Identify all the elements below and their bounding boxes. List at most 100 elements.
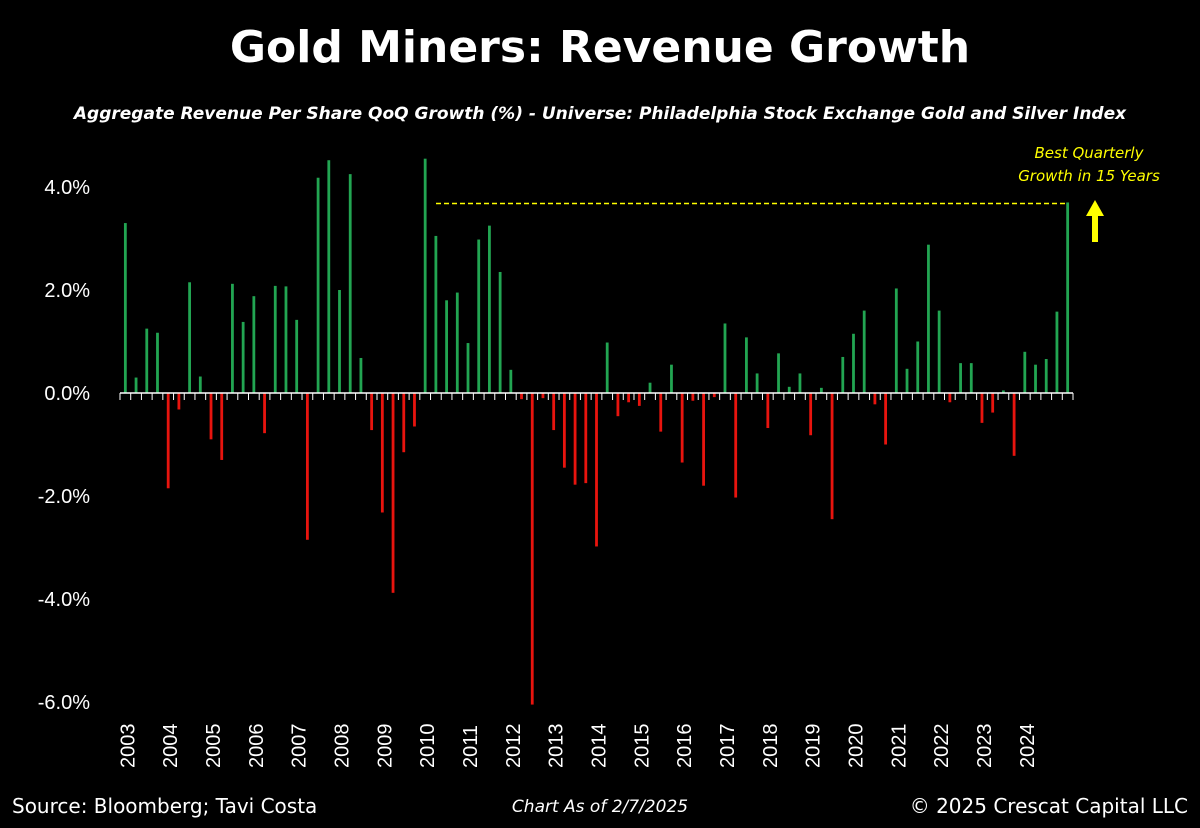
bar: [434, 235, 438, 393]
bar: [819, 387, 823, 393]
y-axis: 4.0% 2.0% 0.0% -2.0% -4.0% -6.0%: [38, 177, 90, 714]
bar: [755, 373, 759, 393]
bar: [509, 369, 513, 393]
bar: [359, 357, 363, 393]
bar: [1023, 351, 1027, 393]
bar: [123, 223, 127, 393]
annotation-line2: Growth in 15 Years: [1018, 167, 1160, 185]
bar: [894, 288, 898, 393]
bar: [134, 377, 138, 393]
chart-date: Chart As of 2/7/2025: [511, 797, 689, 817]
bar: [380, 393, 384, 513]
y-tick-label: -6.0%: [38, 692, 90, 714]
bar: [1034, 364, 1037, 394]
bar: [455, 292, 459, 393]
x-tick-label: 2023: [974, 724, 996, 769]
bar: [562, 393, 566, 468]
bar: [370, 393, 374, 431]
bar: [1066, 202, 1070, 393]
up-arrow-icon: [1086, 200, 1104, 242]
bar: [616, 393, 620, 417]
x-axis: 2003 2004 2005 2006 2007 2008 2009 2010 2011 2012…: [117, 392, 1074, 769]
x-tick-label: 2004: [160, 724, 182, 769]
x-tick-label: 2022: [931, 724, 953, 769]
bar: [777, 353, 780, 394]
x-tick-label: 2008: [332, 724, 354, 769]
bar: [745, 337, 748, 393]
bar: [1055, 311, 1059, 393]
bar: [488, 225, 491, 394]
x-tick-label: 2007: [289, 724, 311, 769]
bar: [937, 310, 941, 393]
bar: [1044, 359, 1048, 393]
bar: [1002, 390, 1005, 394]
bar: [263, 393, 266, 434]
bar: [798, 373, 802, 393]
y-tick-label: -4.0%: [38, 589, 90, 611]
bar: [862, 310, 866, 393]
bar: [627, 393, 631, 403]
bar: [541, 393, 545, 399]
bar: [166, 393, 170, 489]
bar: [466, 343, 470, 393]
chart-subtitle: Aggregate Revenue Per Share QoQ Growth (…: [73, 104, 1127, 124]
y-tick-label: 0.0%: [44, 383, 90, 405]
bar: [830, 393, 834, 520]
bar: [402, 393, 406, 453]
bar: [156, 332, 159, 393]
bar: [413, 393, 416, 427]
bar: [637, 393, 641, 406]
bar: [905, 368, 909, 393]
bar: [530, 393, 534, 705]
y-tick-label: 4.0%: [44, 177, 90, 199]
bar: [284, 286, 288, 393]
bar: [605, 342, 609, 393]
bar: [584, 393, 588, 484]
bar: [980, 393, 984, 423]
x-tick-label: 2009: [374, 724, 396, 769]
bar: [670, 364, 673, 394]
bars: [123, 158, 1070, 705]
x-tick-label: 2011: [460, 725, 482, 768]
annotation-line1: Best Quarterly: [1035, 144, 1145, 162]
x-tick-label: 2003: [117, 724, 139, 769]
bar: [648, 382, 652, 393]
bar: [252, 296, 256, 393]
bar: [498, 271, 502, 394]
bar: [734, 393, 738, 498]
y-tick-label: -2.0%: [38, 486, 90, 508]
x-tick-label: 2006: [246, 724, 268, 769]
bar: [691, 393, 695, 401]
source-note: Source: Bloomberg; Tavi Costa: [12, 794, 318, 818]
bar: [916, 341, 920, 393]
bar: [841, 356, 845, 393]
x-tick-label: 2012: [503, 724, 525, 769]
bar: [702, 393, 705, 486]
bar: [573, 393, 577, 485]
bar: [338, 290, 341, 393]
x-tick-label: 2016: [674, 724, 696, 769]
x-tick-label: 2017: [717, 724, 739, 769]
bar: [145, 328, 149, 394]
bar: [198, 376, 202, 393]
x-tick-label: 2019: [803, 724, 825, 769]
bar: [1012, 393, 1016, 456]
bar: [209, 393, 213, 440]
bar: [873, 393, 877, 405]
bar: [327, 160, 331, 393]
copyright: © 2025 Crescat Capital LLC: [909, 794, 1188, 818]
bar: [423, 158, 427, 393]
bar: [295, 319, 299, 393]
bar: [348, 174, 352, 394]
bar: [241, 321, 245, 393]
x-tick-label: 2014: [589, 724, 611, 769]
x-tick-label: 2013: [546, 724, 568, 769]
x-tick-label: 2010: [417, 724, 439, 769]
bar: [659, 393, 663, 432]
bar: [445, 300, 448, 393]
bar: [766, 393, 770, 429]
bar: [712, 393, 716, 398]
bar: [552, 393, 556, 431]
x-tick-label: 2005: [203, 724, 225, 769]
